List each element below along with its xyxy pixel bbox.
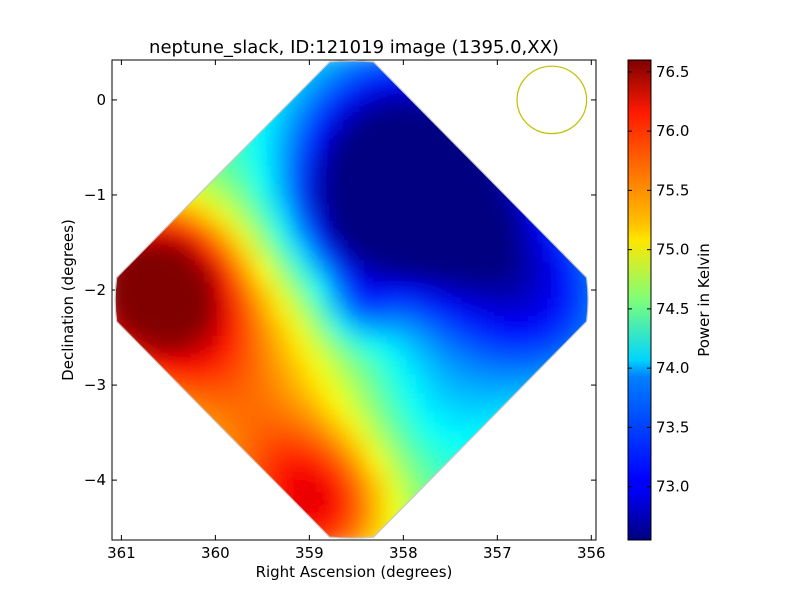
colorbar-tick-label: 75.5	[656, 181, 689, 199]
x-tick-label: 359	[295, 544, 324, 562]
x-tick-label: 356	[577, 544, 606, 562]
colorbar-tick-label: 75.0	[656, 241, 689, 259]
x-axis-label: Right Ascension (degrees)	[256, 563, 453, 581]
colorbar	[627, 59, 652, 541]
x-tick-label: 360	[201, 544, 230, 562]
y-axis-label: Declination (degrees)	[59, 219, 77, 381]
colorbar-tick-label: 73.0	[656, 478, 689, 496]
colorbar-tick-label: 76.0	[656, 122, 689, 140]
colorbar-label: Power in Kelvin	[695, 243, 713, 357]
x-tick-label: 361	[107, 544, 136, 562]
y-tick-label: −2	[84, 281, 106, 299]
chart-title: neptune_slack, ID:121019 image (1395.0,X…	[149, 37, 559, 58]
axes-frame	[111, 59, 597, 541]
x-tick-label: 358	[389, 544, 418, 562]
colorbar-tick-label: 74.0	[656, 359, 689, 377]
y-tick-label: −4	[84, 471, 106, 489]
footprint-edge	[114, 60, 589, 539]
y-tick-label: 0	[96, 91, 106, 109]
colorbar-tick-label: 74.5	[656, 300, 689, 318]
y-tick-label: −1	[84, 186, 106, 204]
x-tick-label: 357	[483, 544, 512, 562]
colorbar-tick-label: 76.5	[656, 63, 689, 81]
colorbar-tick-label: 73.5	[656, 418, 689, 436]
y-tick-label: −3	[84, 376, 106, 394]
heatmap-image	[115, 60, 589, 539]
beam-circle	[516, 65, 588, 135]
